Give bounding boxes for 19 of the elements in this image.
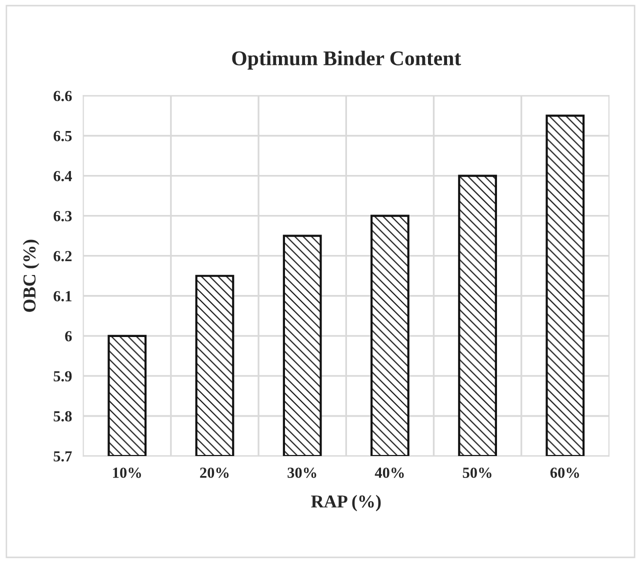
y-tick-label: 6.3 <box>54 211 72 222</box>
y-tick-label: 5.9 <box>54 371 72 382</box>
x-axis-title: RAP (%) <box>311 494 381 512</box>
y-tick-label: 5.7 <box>54 451 72 462</box>
y-tick-label: 6.2 <box>54 251 72 262</box>
x-tick-label: 60% <box>550 468 579 478</box>
y-tick-label: 5.8 <box>54 411 72 422</box>
y-tick-label: 6 <box>65 331 72 342</box>
y-tick-label: 6.5 <box>54 130 72 142</box>
y-tick-label: 6.4 <box>54 170 72 182</box>
y-tick-label: 6.6 <box>54 90 72 102</box>
x-tick-label: 10% <box>113 468 141 478</box>
x-tick-label: 20% <box>200 468 229 478</box>
chart-title: Optimum Binder Content <box>232 50 462 70</box>
x-tick-label: 50% <box>462 468 492 478</box>
y-tick-label: 6.1 <box>54 291 72 302</box>
x-tick-label: 30% <box>288 468 316 478</box>
x-tick-label: 40% <box>374 468 404 478</box>
y-axis-title: OBC (%) <box>22 240 40 312</box>
